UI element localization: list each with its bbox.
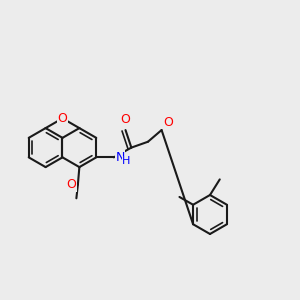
Text: N: N	[115, 151, 125, 164]
Text: O: O	[58, 112, 68, 125]
Text: O: O	[67, 178, 76, 191]
Text: O: O	[163, 116, 173, 128]
Text: O: O	[121, 112, 130, 125]
Text: H: H	[122, 156, 130, 166]
